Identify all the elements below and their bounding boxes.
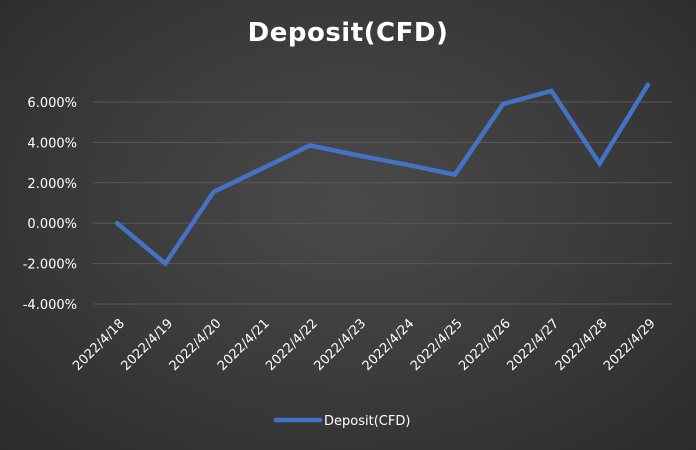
data-point bbox=[356, 153, 361, 158]
y-tick-label: -4.000% bbox=[23, 298, 77, 313]
data-point bbox=[501, 102, 506, 107]
data-point bbox=[597, 161, 602, 166]
data-point bbox=[115, 221, 120, 226]
data-point bbox=[259, 166, 264, 171]
y-tick-label: 0.000% bbox=[27, 217, 77, 232]
x-tick-label: 2022/4/29 bbox=[601, 316, 659, 374]
data-point bbox=[308, 143, 313, 148]
y-tick-label: 2.000% bbox=[27, 177, 77, 192]
data-point bbox=[452, 172, 457, 177]
legend-label: Deposit(CFD) bbox=[324, 414, 410, 429]
series-line bbox=[114, 82, 651, 267]
data-point bbox=[404, 162, 409, 167]
chart-title: Deposit(CFD) bbox=[247, 18, 449, 48]
data-point bbox=[163, 261, 168, 266]
data-point bbox=[549, 88, 554, 93]
y-tick-label: 4.000% bbox=[27, 136, 77, 151]
data-point bbox=[211, 189, 216, 194]
y-tick-label: -2.000% bbox=[23, 258, 77, 273]
data-point bbox=[645, 82, 650, 87]
y-tick-label: 6.000% bbox=[27, 96, 77, 111]
